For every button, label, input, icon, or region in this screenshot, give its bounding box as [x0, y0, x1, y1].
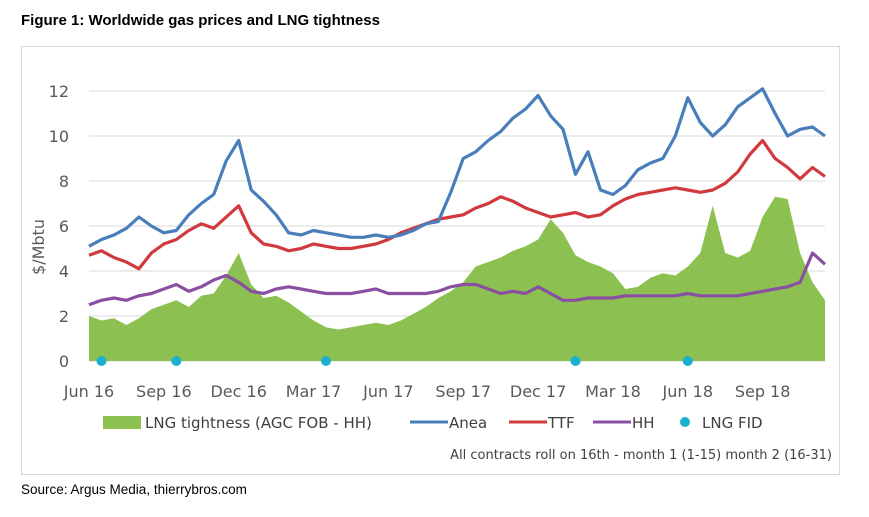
y-tick-label: 0 — [59, 352, 69, 371]
source-caption: Source: Argus Media, thierrybros.com — [21, 482, 247, 497]
x-tick-label: Sep 18 — [735, 382, 791, 401]
anea-line — [88, 87, 826, 248]
y-tick-label: 2 — [59, 307, 69, 326]
y-tick-label: 12 — [49, 82, 69, 101]
x-tick-label: Dec 17 — [510, 382, 566, 401]
x-tick-label: Sep 16 — [136, 382, 192, 401]
x-tick-label: Dec 16 — [210, 382, 266, 401]
y-axis-label: $/Mbtu — [29, 219, 48, 275]
legend-swatch-lng-tightness — [103, 416, 141, 429]
legend-label-ttf: TTF — [547, 414, 575, 432]
y-axis-ticks: 0 2 4 6 8 10 12 — [49, 82, 69, 371]
y-tick-label: 10 — [49, 127, 69, 146]
chart-svg: 0 2 4 6 8 10 12 Jun 16 Sep 16 Dec 16 Mar 17 Jun 17… — [29, 82, 832, 463]
lng-fid-dot — [321, 356, 332, 366]
y-tick-label: 6 — [59, 217, 69, 236]
lng-fid-dot — [171, 356, 182, 366]
lng-fid-dot — [570, 356, 581, 366]
legend-label-hh: HH — [632, 414, 655, 432]
lng-fid-dot — [96, 356, 107, 366]
lng-tightness-area — [89, 196, 825, 361]
figure-title: Figure 1: Worldwide gas prices and LNG t… — [21, 12, 380, 29]
x-tick-label: Mar 18 — [585, 382, 641, 401]
legend-label-lng-tightness: LNG tightness (AGC FOB - HH) — [145, 414, 372, 432]
legend: LNG tightness (AGC FOB - HH) Anea TTF HH… — [103, 414, 763, 432]
lng-fid-dots-group — [96, 356, 693, 366]
y-tick-label: 4 — [59, 262, 69, 281]
x-axis-ticks: Jun 16 Sep 16 Dec 16 Mar 17 Jun 17 Sep 17 Dec … — [63, 382, 791, 401]
contract-roll-note: All contracts roll on 16th - month 1 (1-… — [450, 448, 832, 463]
x-tick-label: Mar 17 — [286, 382, 342, 401]
legend-label-anea: Anea — [449, 414, 487, 432]
x-tick-label: Jun 17 — [362, 382, 413, 401]
ttf-line — [88, 138, 826, 271]
x-tick-label: Jun 18 — [662, 382, 713, 401]
hh-line — [88, 251, 827, 307]
lng-tightness-area-group — [89, 196, 825, 361]
legend-swatch-lng-fid — [680, 417, 690, 427]
lng-fid-dot — [682, 356, 693, 366]
x-tick-label: Sep 17 — [435, 382, 491, 401]
chart-panel: 0 2 4 6 8 10 12 Jun 16 Sep 16 Dec 16 Mar 17 Jun 17… — [21, 46, 840, 475]
x-tick-label: Jun 16 — [63, 382, 114, 401]
legend-label-lng-fid: LNG FID — [702, 414, 763, 432]
price-lines-group — [88, 87, 827, 307]
y-tick-label: 8 — [59, 172, 69, 191]
